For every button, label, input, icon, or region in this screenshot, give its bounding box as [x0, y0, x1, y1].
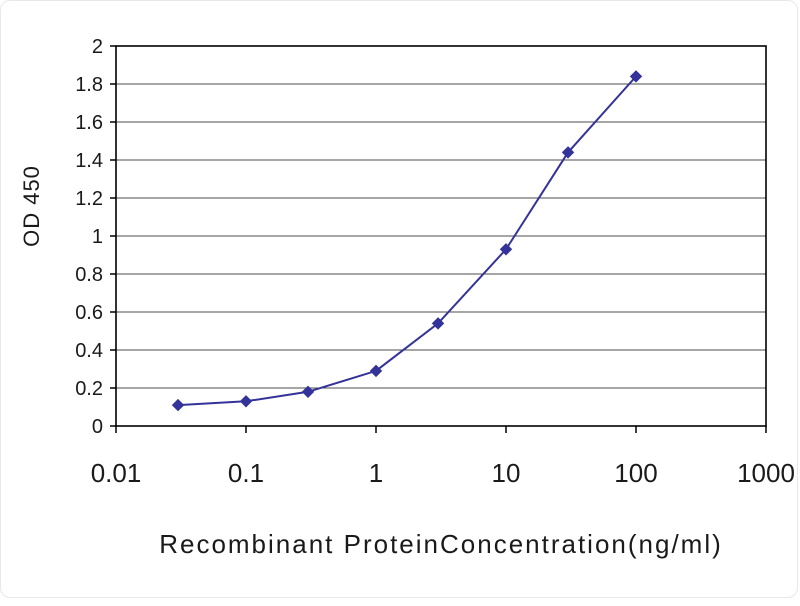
- y-tick-label: 1.4: [75, 150, 103, 172]
- x-tick-labels: 0.01 0.1 1 10 100 1000: [91, 458, 795, 488]
- data-point-marker: [369, 364, 383, 378]
- x-tick-label: 0.1: [228, 458, 264, 488]
- x-tick-label: 1000: [737, 458, 795, 488]
- y-tick-label: 0.4: [75, 340, 103, 362]
- data-point-marker: [499, 243, 513, 256]
- axis-ticks: [110, 45, 767, 433]
- y-tick-labels: 0 0.2 0.4 0.6 0.8 1 1.2 1.4 1.6 1.8 2: [75, 36, 103, 438]
- x-tick-label: 1: [369, 458, 383, 488]
- y-tick-label: 2: [92, 36, 103, 58]
- x-tick-label: 0.01: [91, 458, 142, 488]
- x-tick-label: 100: [614, 458, 657, 488]
- y-axis-title: OD 450: [19, 165, 44, 247]
- x-tick-label: 10: [492, 458, 521, 488]
- y-tick-label: 0: [92, 416, 103, 438]
- gridlines: [116, 83, 766, 389]
- series-line: [177, 75, 637, 407]
- x-axis-title: Recombinant ProteinConcentration(ng/ml): [159, 529, 723, 559]
- data-point-marker: [431, 317, 445, 330]
- y-tick-label: 0.6: [75, 302, 103, 324]
- data-point-marker: [561, 146, 575, 159]
- y-tick-label: 1: [92, 226, 103, 248]
- data-series: [171, 70, 643, 412]
- y-tick-label: 1.8: [75, 74, 103, 96]
- data-point-marker: [171, 398, 185, 412]
- y-tick-label: 1.2: [75, 188, 103, 210]
- data-point-marker: [239, 395, 253, 408]
- y-tick-label: 0.2: [75, 378, 103, 400]
- data-point-marker: [629, 70, 643, 83]
- y-tick-label: 1.6: [75, 112, 103, 134]
- data-point-marker: [301, 385, 315, 399]
- y-tick-label: 0.8: [75, 264, 103, 286]
